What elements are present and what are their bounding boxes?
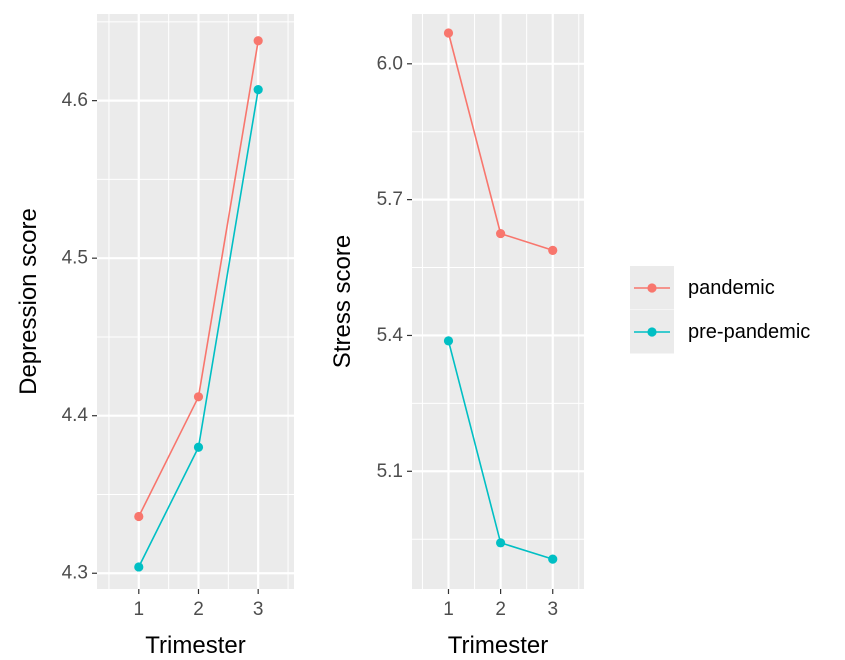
legend: pandemic pre-pandemic	[630, 266, 810, 354]
data-point-pandemic	[134, 511, 144, 522]
panel-background	[97, 14, 294, 589]
x-tick-label: 3	[547, 599, 558, 620]
y-tick-label: 4.3	[62, 563, 88, 584]
data-point-pandemic	[193, 392, 204, 402]
data-point-pre-pandemic	[548, 554, 558, 564]
panel-background	[412, 14, 584, 589]
data-point-pre-pandemic	[134, 562, 144, 572]
x-axis-title: Trimester	[448, 632, 548, 659]
y-tick-label: 5.4	[377, 325, 404, 346]
legend-label-pandemic: pandemic	[688, 277, 775, 299]
panel-1: 4.3 4.4 4.5 4.6 1 2 3 Trimester Depression score	[15, 14, 294, 659]
data-point-pandemic	[253, 36, 263, 46]
y-tick-label: 5.7	[377, 189, 403, 210]
panel-2: 5.1 5.4 5.7 6.0 1 2 3 Trimester Stress score	[329, 14, 584, 659]
data-point-pandemic	[548, 245, 558, 255]
y-axis-title: Stress score	[329, 235, 356, 368]
legend-label-pre-pandemic: pre-pandemic	[688, 321, 810, 343]
y-tick-label: 5.1	[377, 461, 403, 482]
data-point-pre-pandemic	[443, 336, 454, 346]
x-tick-label: 2	[193, 599, 204, 620]
data-point-pandemic	[496, 228, 506, 239]
data-point-pre-pandemic	[253, 85, 263, 95]
y-tick-label: 4.5	[62, 248, 88, 269]
y-tick-label: 4.6	[62, 90, 88, 111]
legend-key-point	[647, 283, 657, 293]
y-axis-title: Depression score	[15, 208, 42, 395]
x-tick-label: 1	[133, 599, 144, 620]
data-point-pre-pandemic	[496, 538, 506, 548]
x-tick-label: 2	[495, 599, 506, 620]
x-axis-title: Trimester	[145, 632, 245, 659]
data-point-pandemic	[443, 28, 454, 38]
x-tick-label: 1	[443, 599, 454, 620]
legend-key-point	[647, 327, 657, 337]
data-point-pre-pandemic	[193, 442, 204, 452]
x-tick-label: 3	[253, 599, 264, 620]
y-tick-label: 6.0	[377, 53, 403, 74]
y-tick-label: 4.4	[62, 405, 89, 426]
